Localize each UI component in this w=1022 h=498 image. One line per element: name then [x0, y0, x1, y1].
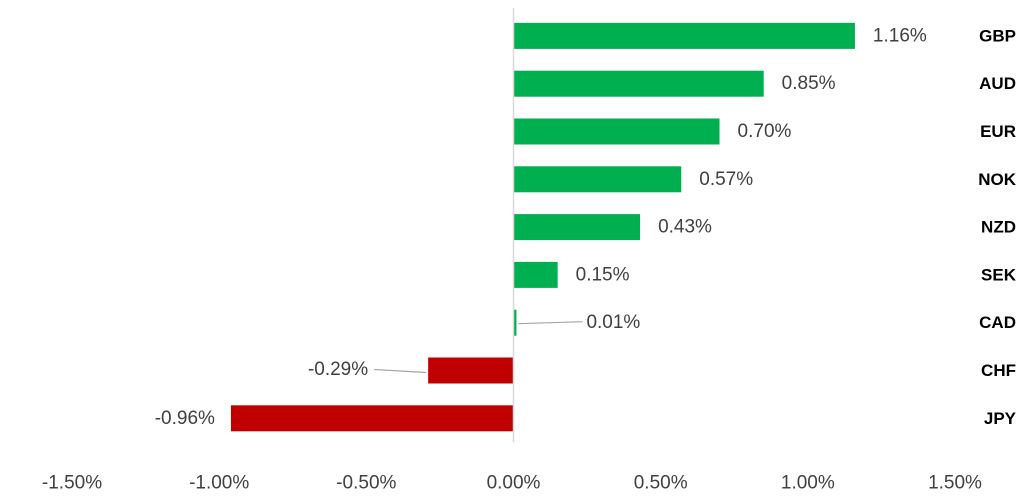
bar-sek — [513, 261, 558, 288]
leader-line-chf — [374, 368, 427, 374]
category-label-aud: AUD — [979, 74, 1016, 93]
category-label-chf: CHF — [981, 361, 1016, 380]
x-tick-label: -1.50% — [42, 473, 102, 494]
data-label-jpy: -0.96% — [155, 408, 215, 429]
bars-group — [230, 22, 855, 432]
bar-chf — [428, 357, 514, 384]
bar-nzd — [513, 214, 641, 241]
bar-gbp — [513, 22, 855, 49]
category-label-gbp: GBP — [979, 26, 1016, 45]
bar-eur — [513, 118, 720, 145]
category-labels-group: GBP AUD EUR NOK NZD SEK CAD CHF JPY — [978, 26, 1017, 427]
category-label-jpy: JPY — [984, 409, 1017, 428]
x-tick-label: 1.50% — [928, 473, 982, 494]
data-labels-group: 1.16% 0.85% 0.70% 0.57% 0.43% 0.15% 0.01% -0.29… — [155, 25, 927, 428]
category-label-cad: CAD — [979, 313, 1016, 332]
bar-cad — [513, 309, 517, 336]
x-tick-label: -1.00% — [189, 473, 249, 494]
leader-line-cad — [518, 321, 583, 325]
category-label-nok: NOK — [978, 170, 1017, 189]
data-label-sek: 0.15% — [576, 264, 630, 285]
category-label-eur: EUR — [980, 122, 1016, 141]
bar-jpy — [230, 405, 514, 432]
x-tick-label: 1.00% — [781, 473, 835, 494]
leader-lines-group — [374, 321, 583, 374]
data-label-aud: 0.85% — [782, 73, 836, 94]
bar-nok — [513, 166, 682, 193]
category-label-sek: SEK — [981, 265, 1017, 284]
data-label-eur: 0.70% — [738, 121, 792, 142]
x-tick-label: 0.50% — [634, 473, 688, 494]
category-label-nzd: NZD — [981, 218, 1016, 237]
data-label-chf: -0.29% — [308, 359, 368, 380]
data-label-cad: 0.01% — [586, 312, 640, 333]
data-label-nok: 0.57% — [699, 169, 753, 190]
x-tick-label: -0.50% — [336, 473, 396, 494]
bar-aud — [513, 70, 764, 97]
x-tick-label: 0.00% — [487, 473, 541, 494]
x-axis-tick-labels: -1.50% -1.00% -0.50% 0.00% 0.50% 1.00% 1.50% — [42, 473, 982, 494]
data-label-gbp: 1.16% — [873, 25, 927, 46]
data-label-nzd: 0.43% — [658, 217, 712, 238]
